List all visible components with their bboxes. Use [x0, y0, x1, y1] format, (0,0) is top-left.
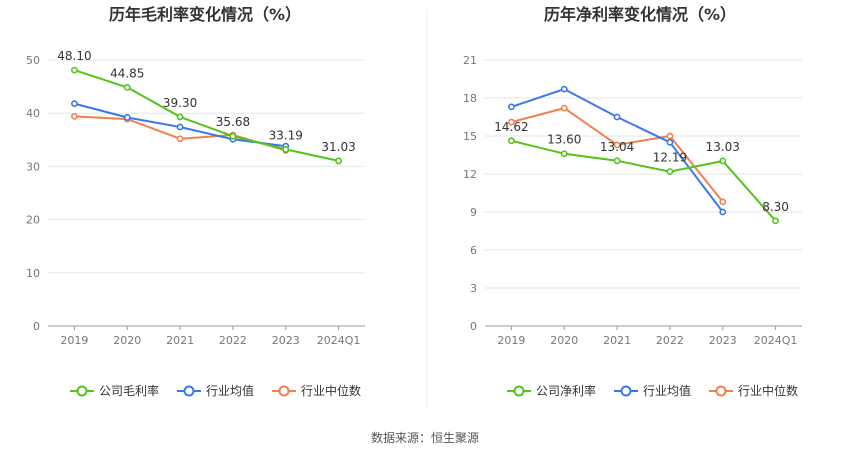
- x-tick-label: 2022: [219, 334, 247, 347]
- legend-item-0: 公司净利率: [507, 383, 596, 398]
- data-point: [176, 135, 184, 143]
- legend-label: 行业中位数: [301, 383, 361, 398]
- data-point: [282, 146, 290, 153]
- data-point: [772, 217, 779, 225]
- source-label: 数据来源：恒生聚源: [371, 430, 479, 445]
- data-point: [666, 138, 674, 146]
- data-point: [123, 83, 131, 91]
- series-line-2: [74, 115, 287, 152]
- y-tick-label: 9: [470, 206, 477, 219]
- legend-label: 公司毛利率: [99, 383, 159, 398]
- data-point: [613, 113, 621, 121]
- y-tick-label: 15: [463, 130, 477, 143]
- data-label: 13.60: [547, 133, 581, 147]
- x-tick-label: 2021: [166, 334, 194, 347]
- x-tick-label: 2022: [656, 334, 684, 347]
- data-point: [666, 168, 674, 175]
- data-point: [508, 118, 515, 126]
- data-label: 31.03: [321, 140, 355, 154]
- data-point: [666, 132, 674, 140]
- x-tick-label: 2020: [550, 334, 578, 347]
- legend-swatch-marker: [715, 385, 727, 397]
- data-point: [229, 132, 237, 140]
- data-point: [560, 104, 568, 112]
- x-tick-label: 2019: [60, 334, 88, 347]
- data-label: 8.30: [762, 200, 789, 214]
- data-point: [71, 112, 78, 120]
- x-tick-label: 2020: [113, 334, 141, 347]
- data-point: [560, 150, 568, 158]
- y-tick-label: 50: [26, 54, 40, 67]
- data-point: [719, 157, 727, 165]
- legend-label: 行业均值: [206, 383, 254, 398]
- data-label: 35.68: [216, 115, 250, 129]
- y-tick-label: 10: [26, 267, 40, 280]
- data-point: [613, 141, 621, 149]
- legend-item-2: 行业中位数: [272, 383, 361, 398]
- series-line-0: [511, 139, 777, 222]
- legend-swatch-marker: [513, 385, 525, 397]
- y-tick-label: 18: [463, 92, 477, 105]
- data-point: [719, 208, 727, 216]
- data-point: [176, 113, 184, 121]
- legend-item-0: 公司毛利率: [70, 383, 159, 398]
- data-point: [613, 157, 621, 165]
- y-tick-label: 30: [26, 160, 40, 173]
- legend-label: 公司净利率: [536, 383, 596, 398]
- x-tick-label: 2023: [709, 334, 737, 347]
- legend-swatch-marker: [183, 385, 195, 397]
- data-label: 14.62: [494, 120, 528, 134]
- x-tick-label: 2021: [603, 334, 631, 347]
- data-point: [508, 137, 515, 145]
- y-tick-label: 21: [463, 54, 477, 67]
- data-point: [71, 100, 78, 108]
- chart-title: 历年净利率变化情况（%）: [544, 5, 736, 24]
- x-tick-label: 2024Q1: [754, 334, 798, 347]
- data-point: [123, 114, 131, 121]
- y-tick-label: 40: [26, 107, 40, 120]
- y-tick-label: 12: [463, 168, 477, 181]
- legend-label: 行业均值: [643, 383, 691, 398]
- data-point: [560, 85, 568, 93]
- legend-swatch-marker: [278, 385, 290, 397]
- series-line-2: [511, 107, 724, 203]
- x-tick-label: 2024Q1: [317, 334, 361, 347]
- data-label: 44.85: [110, 66, 144, 80]
- data-point: [335, 157, 342, 165]
- legend-item-1: 行业均值: [614, 383, 691, 398]
- data-point: [719, 198, 727, 206]
- data-label: 13.03: [706, 140, 740, 154]
- y-tick-label: 3: [470, 282, 477, 295]
- data-point: [508, 103, 515, 111]
- y-tick-label: 0: [33, 320, 40, 333]
- data-label: 33.19: [269, 128, 303, 142]
- y-tick-label: 0: [470, 320, 477, 333]
- data-label: 48.10: [57, 49, 91, 63]
- legend-item-1: 行业均值: [177, 383, 254, 398]
- legend-swatch-marker: [620, 385, 632, 397]
- legend-item-2: 行业中位数: [709, 383, 798, 398]
- gross-margin-chart: 历年毛利率变化情况（%） 0 10 20 30 40 50 2019 2020 2021 2022 2…: [26, 5, 365, 398]
- y-tick-label: 6: [470, 244, 477, 257]
- data-point: [71, 66, 78, 74]
- x-tick-label: 2019: [497, 334, 525, 347]
- chart-title: 历年毛利率变化情况（%）: [109, 5, 301, 24]
- y-tick-label: 20: [26, 214, 40, 227]
- legend-swatch-marker: [76, 385, 88, 397]
- data-label: 13.04: [600, 140, 634, 154]
- legend-label: 行业中位数: [738, 383, 798, 398]
- data-point: [176, 123, 184, 131]
- x-tick-label: 2023: [272, 334, 300, 347]
- data-label: 39.30: [163, 96, 197, 110]
- data-label: 12.19: [653, 151, 687, 165]
- series-line-0: [74, 69, 339, 162]
- net-margin-chart: 历年净利率变化情况（%） 0 3 6 9 12 15 18 21 2019 2020 2021 2022…: [463, 5, 802, 398]
